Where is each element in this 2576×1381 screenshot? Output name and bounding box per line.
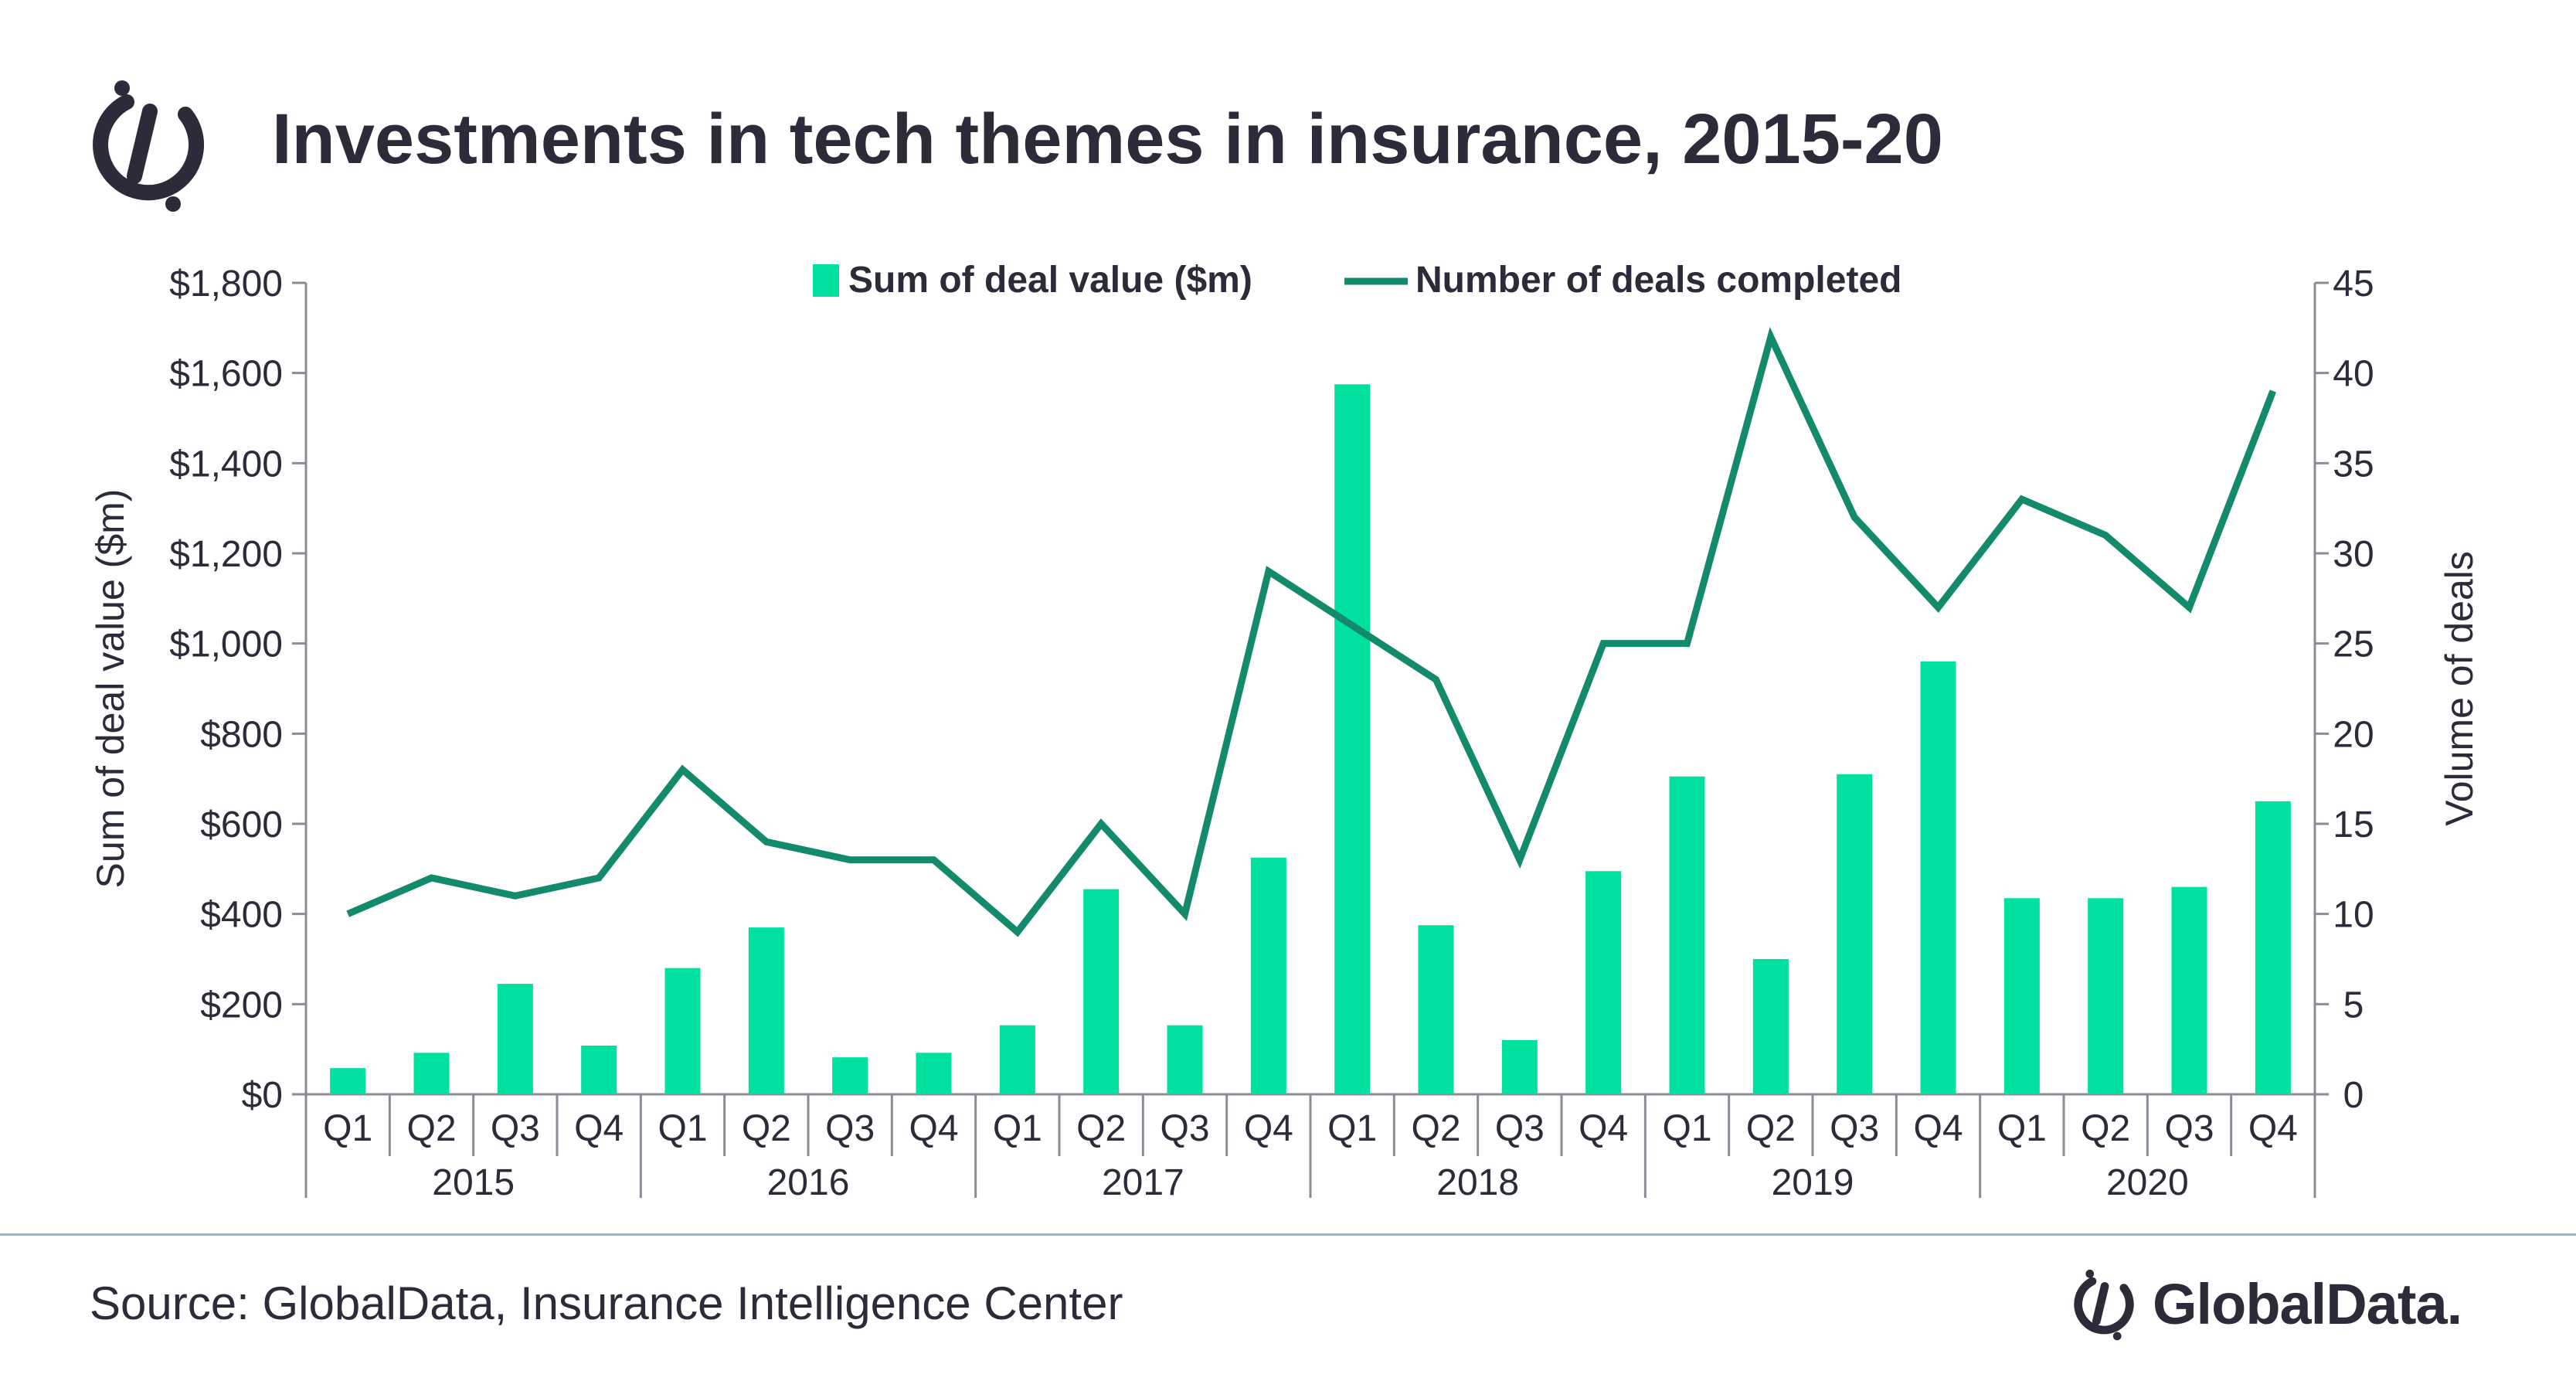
y2-tick-label: 10	[2333, 895, 2374, 936]
quarter-label: Q1	[993, 1108, 1042, 1149]
quarter-label: Q3	[2164, 1108, 2214, 1149]
bar	[413, 1053, 450, 1094]
y-tick-label: $600	[200, 804, 283, 845]
deals-line	[346, 326, 2277, 937]
y-tick-label: $1,400	[169, 444, 283, 485]
bar	[1669, 776, 1705, 1094]
quarter-label: Q4	[1244, 1108, 1293, 1149]
bar	[497, 984, 533, 1094]
y-tick-label: $200	[200, 985, 283, 1026]
y2-tick-label: 25	[2333, 624, 2374, 665]
y-axis-title: Sum of deal value ($m)	[89, 489, 132, 889]
bar	[2003, 898, 2040, 1094]
year-label: 2019	[1772, 1162, 1854, 1203]
year-label: 2020	[2106, 1162, 2189, 1203]
quarter-label: Q1	[1327, 1108, 1377, 1149]
quarter-label: Q2	[1411, 1108, 1460, 1149]
bar	[1752, 959, 1789, 1094]
legend-line-label: Number of deals completed	[1415, 260, 1901, 301]
quarter-label: Q4	[1913, 1108, 1963, 1149]
bar	[1920, 662, 1956, 1094]
bar	[2088, 898, 2124, 1094]
y2-tick-label: 15	[2333, 804, 2374, 845]
y2-tick-label: 45	[2333, 264, 2374, 304]
quarter-label: Q2	[406, 1108, 456, 1149]
y-tick-label: $400	[200, 895, 283, 936]
bar	[1837, 774, 1873, 1094]
year-label: 2015	[432, 1162, 515, 1203]
bar	[1083, 889, 1120, 1094]
bar	[832, 1057, 868, 1094]
brand-logo: GlobalData.	[2071, 1261, 2462, 1346]
bar	[748, 927, 784, 1094]
quarter-label: Q4	[1579, 1108, 1628, 1149]
bar	[916, 1053, 952, 1094]
year-label: 2018	[1436, 1162, 1519, 1203]
globaldata-mark-icon	[93, 80, 204, 212]
quarter-label: Q2	[1746, 1108, 1796, 1149]
quarter-label: Q2	[1076, 1108, 1126, 1149]
chart-title: Investments in tech themes in insurance,…	[272, 100, 1943, 179]
source-note: Source: GlobalData, Insurance Intelligen…	[90, 1277, 1123, 1329]
bar	[1334, 384, 1371, 1094]
bar	[2255, 801, 2291, 1094]
quarter-label: Q2	[2081, 1108, 2130, 1149]
quarter-label: Q2	[742, 1108, 791, 1149]
y-tick-label: $1,200	[169, 534, 283, 575]
y2-tick-label: 40	[2333, 354, 2374, 395]
y-tick-label: $1,600	[169, 354, 283, 395]
quarter-label: Q3	[825, 1108, 875, 1149]
legend-bar-swatch	[813, 264, 839, 297]
quarter-label: Q1	[323, 1108, 372, 1149]
combo-chart: $0 $200 $400 $600 $800 $1,000 $1,200 $1,400 $1,6…	[89, 260, 2481, 1203]
bar	[999, 1025, 1035, 1094]
quarter-label: Q3	[491, 1108, 540, 1149]
y2-tick-label: 30	[2333, 534, 2374, 575]
quarter-label: Q3	[1495, 1108, 1545, 1149]
y-tick-label: $1,000	[169, 624, 283, 665]
bar	[1250, 857, 1286, 1094]
bar	[2171, 886, 2207, 1094]
quarter-label: Q3	[1160, 1108, 1209, 1149]
y2-tick-label: 5	[2343, 985, 2364, 1026]
y2-tick-label: 20	[2333, 714, 2374, 755]
quarter-label: Q1	[1662, 1108, 1711, 1149]
quarter-label: Q3	[1830, 1108, 1879, 1149]
year-label: 2017	[1102, 1162, 1184, 1203]
bar	[1167, 1025, 1203, 1094]
y2-tick-label: 35	[2333, 444, 2374, 485]
legend-bar-label: Sum of deal value ($m)	[848, 260, 1252, 301]
bar	[1585, 871, 1622, 1094]
y-tick-label: $0	[242, 1075, 283, 1116]
y2-tick-label: 0	[2343, 1075, 2364, 1116]
quarter-label: Q4	[909, 1108, 958, 1149]
year-label: 2016	[767, 1162, 850, 1203]
quarter-label: Q1	[658, 1108, 707, 1149]
quarter-label: Q4	[574, 1108, 624, 1149]
bar	[1418, 925, 1454, 1094]
footer-divider	[0, 1233, 2576, 1236]
bar	[330, 1068, 366, 1094]
quarter-label: Q4	[2248, 1108, 2298, 1149]
y-tick-label: $800	[200, 714, 283, 755]
bar	[1501, 1040, 1538, 1094]
y2-axis-title: Volume of deals	[2438, 551, 2481, 826]
brand-name: GlobalData.	[2153, 1271, 2462, 1336]
quarter-label: Q1	[1997, 1108, 2047, 1149]
globaldata-brand-icon	[2074, 1269, 2134, 1341]
y-tick-label: $1,800	[169, 264, 283, 304]
bar	[581, 1046, 617, 1094]
bar	[664, 968, 701, 1094]
